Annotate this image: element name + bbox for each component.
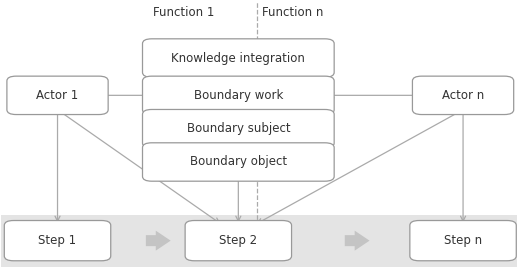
Text: Actor 1: Actor 1 bbox=[36, 89, 79, 102]
Bar bbox=[1, 215, 517, 267]
Text: Step 2: Step 2 bbox=[219, 234, 257, 247]
FancyBboxPatch shape bbox=[7, 76, 108, 114]
FancyBboxPatch shape bbox=[142, 39, 334, 77]
FancyBboxPatch shape bbox=[142, 109, 334, 148]
Text: Function 1: Function 1 bbox=[153, 6, 215, 19]
Text: Boundary work: Boundary work bbox=[194, 89, 283, 102]
FancyBboxPatch shape bbox=[412, 76, 514, 114]
Text: Boundary object: Boundary object bbox=[190, 155, 287, 169]
FancyBboxPatch shape bbox=[4, 221, 111, 261]
Text: Step 1: Step 1 bbox=[38, 234, 77, 247]
Text: Actor n: Actor n bbox=[442, 89, 484, 102]
Text: Function n: Function n bbox=[262, 6, 323, 19]
Polygon shape bbox=[345, 231, 369, 251]
FancyBboxPatch shape bbox=[410, 221, 516, 261]
FancyBboxPatch shape bbox=[185, 221, 292, 261]
Polygon shape bbox=[146, 231, 170, 251]
Text: Knowledge integration: Knowledge integration bbox=[171, 51, 305, 65]
FancyBboxPatch shape bbox=[142, 76, 334, 114]
Text: Step n: Step n bbox=[444, 234, 482, 247]
FancyBboxPatch shape bbox=[142, 143, 334, 181]
Text: Boundary subject: Boundary subject bbox=[186, 122, 290, 135]
